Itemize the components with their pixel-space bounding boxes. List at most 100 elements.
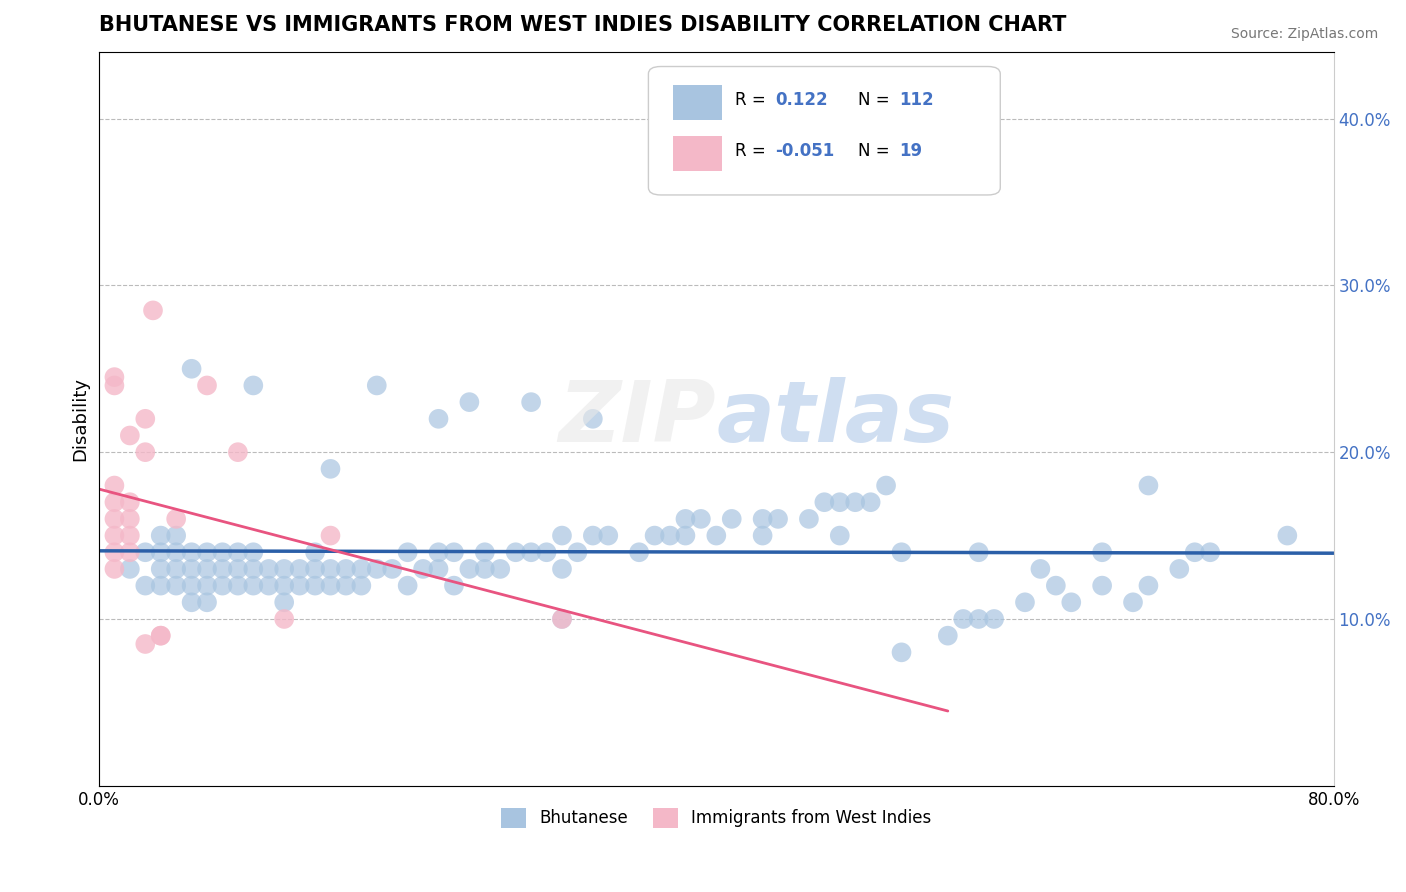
Point: [118, 528, 141, 542]
Point: [1168, 562, 1191, 576]
Point: [103, 378, 125, 392]
Point: [211, 562, 233, 576]
Point: [1045, 579, 1067, 593]
Y-axis label: Disability: Disability: [72, 376, 89, 461]
Point: [211, 545, 233, 559]
Point: [103, 545, 125, 559]
Point: [396, 545, 419, 559]
Point: [536, 545, 558, 559]
Point: [1014, 595, 1036, 609]
Point: [319, 579, 342, 593]
Point: [598, 528, 620, 542]
Point: [967, 612, 990, 626]
Point: [180, 361, 202, 376]
Point: [165, 562, 187, 576]
Point: [689, 512, 711, 526]
Point: [149, 579, 172, 593]
Text: ZIP: ZIP: [558, 377, 716, 460]
Point: [288, 562, 311, 576]
Point: [195, 595, 218, 609]
Point: [443, 545, 465, 559]
Point: [257, 579, 280, 593]
Point: [720, 512, 742, 526]
Point: [180, 579, 202, 593]
Point: [704, 528, 727, 542]
Text: N =: N =: [858, 142, 896, 160]
Point: [551, 612, 574, 626]
Point: [335, 562, 357, 576]
Point: [813, 495, 835, 509]
Point: [165, 545, 187, 559]
Point: [242, 579, 264, 593]
Point: [474, 545, 496, 559]
Point: [828, 495, 851, 509]
Point: [628, 545, 651, 559]
Point: [520, 545, 543, 559]
Point: [103, 528, 125, 542]
Point: [242, 545, 264, 559]
Point: [350, 562, 373, 576]
Point: [1184, 545, 1206, 559]
Point: [180, 545, 202, 559]
Point: [304, 579, 326, 593]
Point: [936, 629, 959, 643]
Point: [1091, 579, 1114, 593]
Text: BHUTANESE VS IMMIGRANTS FROM WEST INDIES DISABILITY CORRELATION CHART: BHUTANESE VS IMMIGRANTS FROM WEST INDIES…: [98, 15, 1066, 35]
Text: 112: 112: [898, 91, 934, 109]
Point: [675, 528, 697, 542]
Point: [427, 562, 450, 576]
Point: [195, 378, 218, 392]
Point: [350, 579, 373, 593]
Point: [366, 378, 388, 392]
Point: [165, 579, 187, 593]
Point: [659, 528, 682, 542]
Point: [149, 629, 172, 643]
Point: [751, 512, 773, 526]
Text: R =: R =: [735, 91, 770, 109]
Point: [149, 629, 172, 643]
Point: [319, 462, 342, 476]
Point: [844, 495, 866, 509]
Point: [273, 579, 295, 593]
Point: [875, 478, 897, 492]
Point: [134, 545, 156, 559]
Point: [226, 579, 249, 593]
Point: [118, 428, 141, 442]
Point: [520, 395, 543, 409]
Point: [226, 545, 249, 559]
Point: [319, 528, 342, 542]
Point: [983, 612, 1005, 626]
Point: [242, 378, 264, 392]
Point: [766, 512, 789, 526]
Point: [211, 579, 233, 593]
Point: [489, 562, 512, 576]
Legend: Bhutanese, Immigrants from West Indies: Bhutanese, Immigrants from West Indies: [492, 799, 941, 836]
Point: [567, 545, 589, 559]
Point: [195, 579, 218, 593]
Point: [859, 495, 882, 509]
Point: [165, 528, 187, 542]
Point: [142, 303, 165, 318]
Point: [797, 512, 820, 526]
Point: [582, 528, 605, 542]
Point: [582, 412, 605, 426]
Point: [396, 579, 419, 593]
Point: [103, 562, 125, 576]
Point: [103, 370, 125, 384]
Point: [103, 495, 125, 509]
Point: [458, 562, 481, 576]
FancyBboxPatch shape: [673, 136, 723, 171]
Point: [134, 637, 156, 651]
Point: [149, 528, 172, 542]
Point: [257, 562, 280, 576]
Point: [335, 579, 357, 593]
FancyBboxPatch shape: [673, 85, 723, 120]
Point: [890, 545, 912, 559]
Point: [319, 562, 342, 576]
Point: [304, 545, 326, 559]
Point: [149, 545, 172, 559]
Point: [195, 545, 218, 559]
Text: 0.122: 0.122: [776, 91, 828, 109]
Point: [165, 512, 187, 526]
Point: [1029, 562, 1052, 576]
